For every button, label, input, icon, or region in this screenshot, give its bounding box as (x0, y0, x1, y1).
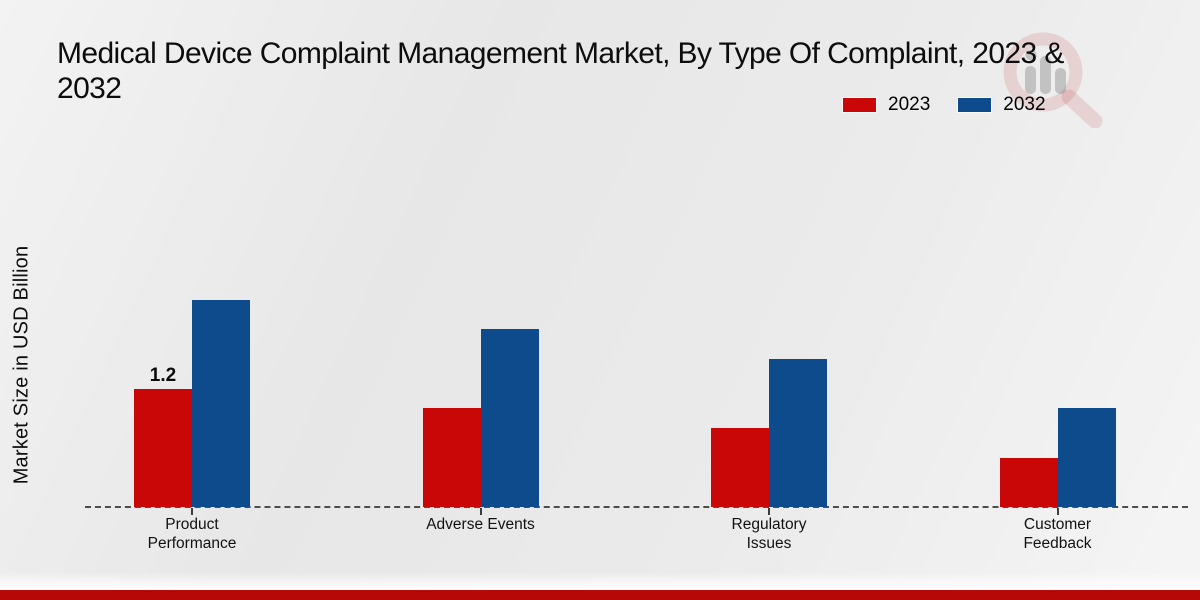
legend-item-2023: 2023 (842, 94, 931, 116)
legend-item-2032: 2032 (957, 94, 1046, 116)
bar-2032-customer-feedback (1057, 408, 1116, 507)
legend-label-2032: 2032 (1003, 94, 1046, 115)
bar-2032-product-performance (192, 300, 250, 507)
bottom-fade (0, 572, 1200, 590)
x-axis-tick (1056, 508, 1059, 515)
category-label-product-performance: Product Performance (147, 516, 237, 552)
x-axis-baseline (85, 506, 1188, 508)
bar-2023-regulatory-issues (711, 428, 769, 507)
y-axis-label: Market Size in USD Billion (10, 245, 33, 485)
footer-red-strip (0, 590, 1200, 600)
legend-swatch-2023-icon (842, 97, 877, 113)
bar-2032-adverse-events (480, 329, 539, 507)
bar-2023-adverse-events (422, 408, 481, 507)
bar-2032-regulatory-issues (769, 359, 827, 507)
bar-value-label: 1.2 (149, 365, 177, 386)
bar-2023-product-performance (134, 389, 192, 507)
category-label-regulatory-issues: Regulatory Issues (731, 516, 807, 552)
bar-2023-customer-feedback (999, 458, 1058, 507)
magnifier-bar-chart-watermark-icon (1003, 32, 1103, 128)
x-axis-tick (768, 508, 770, 515)
page-title: Medical Device Complaint Management Mark… (57, 36, 1064, 106)
legend-swatch-2032-icon (957, 97, 993, 113)
x-axis-tick (191, 508, 193, 515)
category-label-customer-feedback: Customer Feedback (1023, 516, 1092, 552)
page-title-line1: Medical Device Complaint Management Mark… (57, 37, 1064, 70)
legend-label-2023: 2023 (888, 94, 931, 115)
category-label-adverse-events: Adverse Events (426, 516, 535, 533)
chart-legend: 2023 2032 (842, 94, 1046, 116)
page-title-line2: 2032 (57, 72, 122, 105)
x-axis-tick (479, 508, 482, 515)
